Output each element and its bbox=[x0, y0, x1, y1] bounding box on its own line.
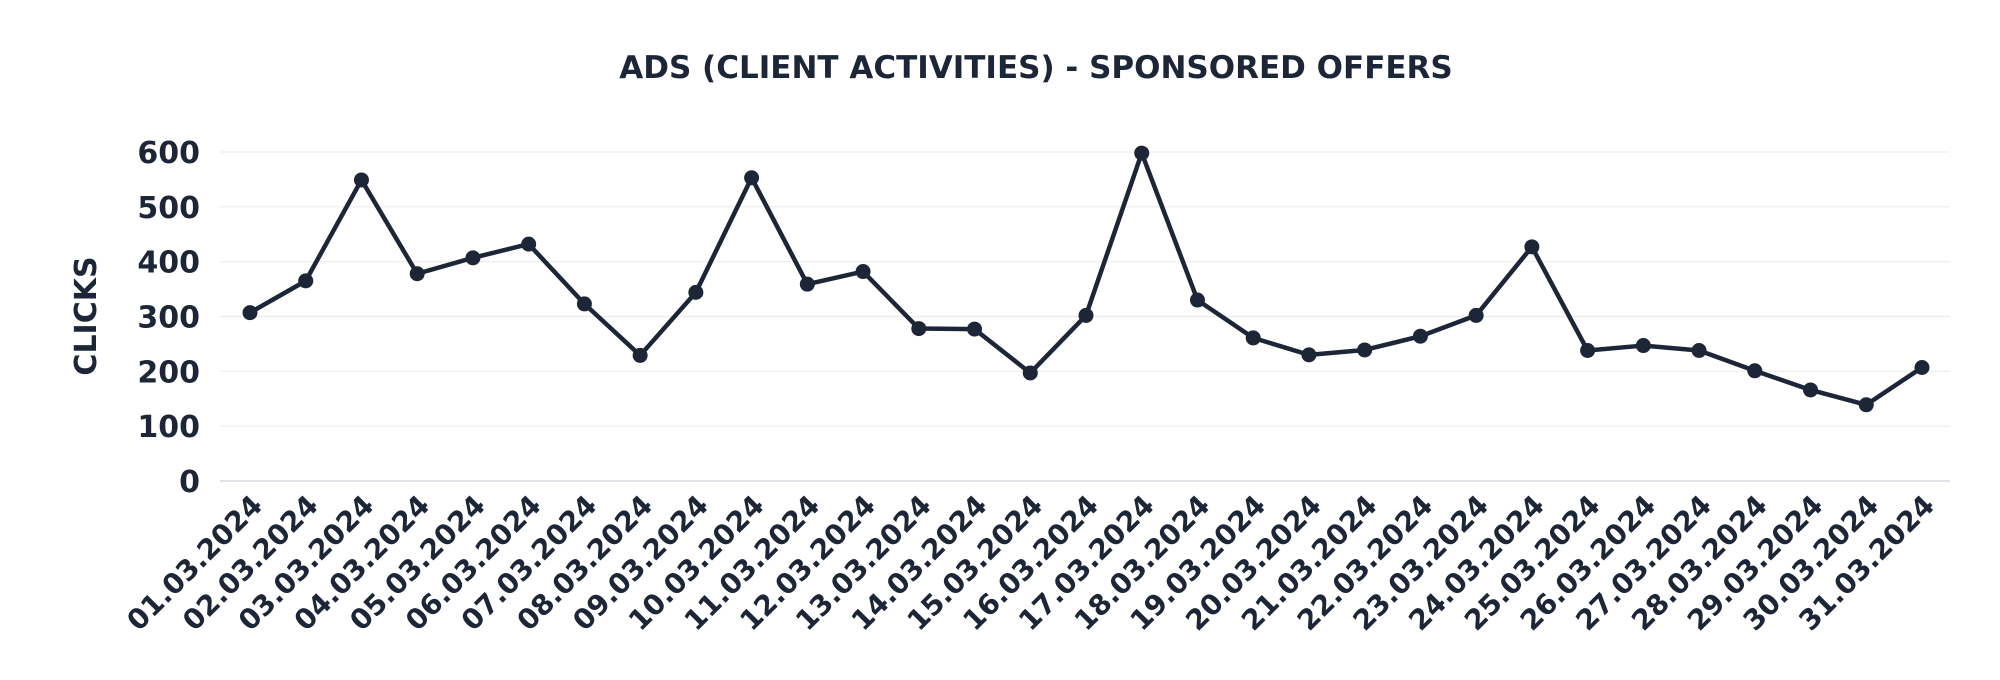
data-point bbox=[1301, 347, 1317, 363]
data-point bbox=[1635, 338, 1651, 354]
data-point bbox=[1803, 382, 1819, 398]
data-point bbox=[1468, 307, 1484, 323]
data-point bbox=[688, 284, 704, 300]
data-point bbox=[855, 264, 871, 280]
data-point bbox=[1691, 342, 1707, 358]
y-axis-label: CLICKS bbox=[69, 256, 104, 375]
data-point bbox=[632, 347, 648, 363]
y-tick-label: 300 bbox=[137, 301, 200, 336]
data-point bbox=[353, 172, 369, 188]
data-point bbox=[1134, 145, 1150, 161]
y-tick-label: 400 bbox=[137, 246, 200, 281]
data-point bbox=[911, 321, 927, 337]
data-point bbox=[1357, 342, 1373, 358]
data-point bbox=[576, 296, 592, 312]
x-tick-labels: 01.03.202402.03.202403.03.202404.03.2024… bbox=[120, 489, 1941, 638]
data-point bbox=[1412, 328, 1428, 344]
data-point bbox=[1580, 342, 1596, 358]
y-tick-label: 500 bbox=[137, 191, 200, 226]
chart-title: ADS (CLIENT ACTIVITIES) - SPONSORED OFFE… bbox=[619, 50, 1453, 86]
data-point bbox=[967, 321, 983, 337]
data-point bbox=[1858, 397, 1874, 413]
data-point bbox=[744, 170, 760, 186]
data-points bbox=[242, 145, 1930, 413]
data-point bbox=[1747, 363, 1763, 379]
data-point bbox=[1189, 292, 1205, 308]
y-tick-labels: 0 100 200 300 400 500 600 bbox=[137, 136, 200, 500]
data-point bbox=[1524, 239, 1540, 255]
gridlines bbox=[220, 151, 1950, 482]
data-point bbox=[521, 236, 537, 252]
data-point bbox=[298, 273, 314, 289]
y-tick-label: 600 bbox=[137, 136, 200, 171]
data-point bbox=[1022, 365, 1038, 381]
y-tick-label: 100 bbox=[137, 410, 200, 445]
series-line bbox=[247, 150, 1925, 408]
y-tick-label: 200 bbox=[137, 355, 200, 390]
data-point bbox=[799, 276, 815, 292]
data-point bbox=[409, 266, 425, 282]
data-point bbox=[465, 250, 481, 266]
y-tick-label: 0 bbox=[179, 465, 200, 500]
data-point bbox=[1245, 330, 1261, 346]
data-point bbox=[1078, 307, 1094, 323]
data-point bbox=[242, 305, 258, 321]
data-point bbox=[1914, 359, 1930, 375]
